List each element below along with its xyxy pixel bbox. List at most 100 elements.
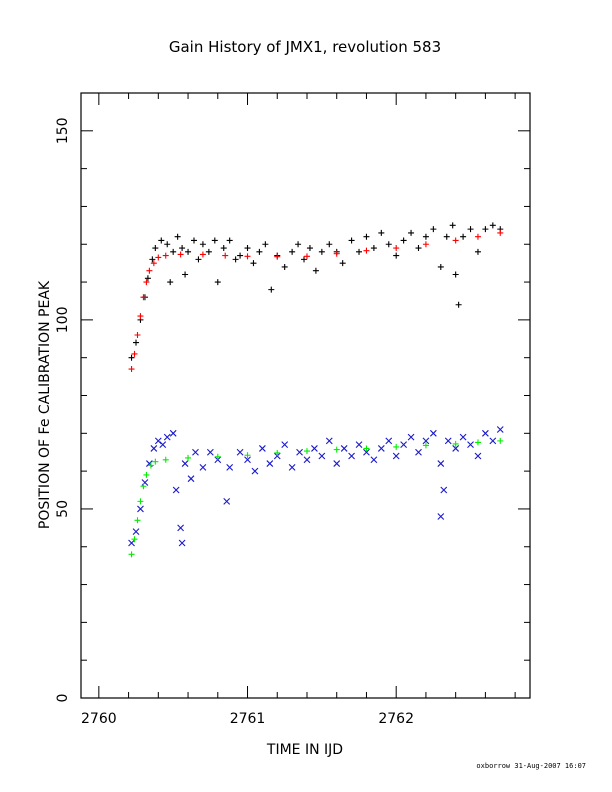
data-point — [467, 226, 474, 233]
data-point — [452, 445, 460, 452]
data-point — [185, 454, 192, 461]
series-3 — [128, 437, 504, 558]
data-point — [250, 260, 257, 267]
data-point — [281, 263, 288, 270]
data-point — [482, 429, 489, 437]
data-point — [497, 437, 504, 444]
data-point — [214, 279, 221, 286]
data-point — [223, 497, 231, 505]
data-point — [496, 426, 504, 433]
data-point — [214, 456, 222, 464]
data-point — [134, 332, 141, 338]
data-point — [288, 463, 296, 471]
data-point — [131, 350, 138, 357]
x-tick-labels: 2760 2761 2762 — [81, 711, 414, 727]
data-point — [128, 354, 135, 361]
data-point — [128, 551, 135, 558]
data-point — [199, 251, 206, 258]
data-point — [266, 460, 274, 467]
data-point — [455, 301, 462, 308]
data-point — [178, 539, 186, 547]
data-point — [137, 498, 144, 505]
data-point — [244, 456, 251, 464]
data-point — [162, 456, 169, 463]
data-point — [147, 462, 154, 469]
data-point — [190, 237, 197, 244]
data-layer — [128, 222, 504, 558]
data-point — [393, 252, 400, 259]
plot-frame — [80, 92, 531, 699]
data-point — [452, 440, 459, 447]
footer-credit: oxborrow 31-Aug-2007 16:07 — [476, 762, 586, 770]
data-point — [251, 467, 259, 475]
data-point — [370, 245, 377, 252]
data-point — [206, 448, 214, 456]
data-point — [296, 448, 303, 456]
y-tick-label: 50 — [55, 500, 71, 518]
data-point — [378, 229, 385, 236]
data-point — [443, 233, 450, 240]
data-point — [474, 233, 481, 240]
data-point — [318, 452, 326, 460]
data-point — [437, 263, 444, 270]
data-point — [460, 233, 467, 240]
x-tick-label: 2762 — [378, 711, 414, 727]
x-tick-label: 2760 — [81, 711, 117, 727]
data-point — [140, 294, 147, 301]
data-point — [134, 517, 141, 524]
data-point — [152, 245, 159, 252]
data-point — [429, 429, 437, 437]
data-point — [181, 460, 189, 467]
data-point — [370, 456, 378, 464]
data-point — [182, 271, 189, 278]
data-point — [132, 528, 140, 536]
data-point — [169, 429, 177, 437]
data-point — [385, 241, 392, 248]
data-point — [459, 433, 467, 441]
data-point — [131, 536, 138, 543]
data-point — [437, 460, 445, 467]
data-point — [143, 471, 150, 478]
series-2 — [128, 426, 504, 547]
data-point — [150, 445, 158, 452]
data-point — [274, 449, 281, 456]
data-point — [236, 448, 244, 456]
data-point — [422, 437, 430, 445]
data-point — [205, 248, 212, 255]
data-point — [430, 226, 437, 233]
data-point — [281, 441, 289, 449]
data-point — [355, 441, 363, 449]
data-point — [244, 245, 251, 252]
y-tick-label: 100 — [55, 307, 71, 334]
data-point — [422, 241, 429, 248]
data-point — [192, 448, 199, 456]
series-0 — [128, 222, 504, 361]
data-point — [348, 452, 355, 460]
data-point — [407, 433, 415, 441]
data-point — [158, 237, 165, 244]
data-point — [497, 229, 504, 236]
data-point — [199, 241, 206, 248]
data-point — [170, 248, 177, 255]
data-point — [318, 248, 325, 255]
data-point — [325, 437, 333, 445]
data-point — [377, 445, 385, 452]
data-point — [408, 229, 415, 236]
data-point — [128, 366, 135, 373]
data-point — [467, 441, 474, 449]
data-point — [452, 271, 459, 278]
data-point — [393, 245, 400, 252]
data-point — [177, 251, 184, 258]
data-point — [449, 222, 456, 229]
data-point — [199, 463, 207, 471]
data-point — [258, 445, 266, 452]
data-point — [363, 247, 370, 254]
data-point — [289, 248, 296, 255]
data-point — [274, 253, 281, 260]
data-point — [393, 443, 400, 450]
data-point — [339, 260, 346, 267]
data-point — [333, 250, 340, 257]
data-point — [137, 505, 144, 513]
y-tick-label: 150 — [55, 117, 71, 144]
data-point — [174, 233, 181, 240]
